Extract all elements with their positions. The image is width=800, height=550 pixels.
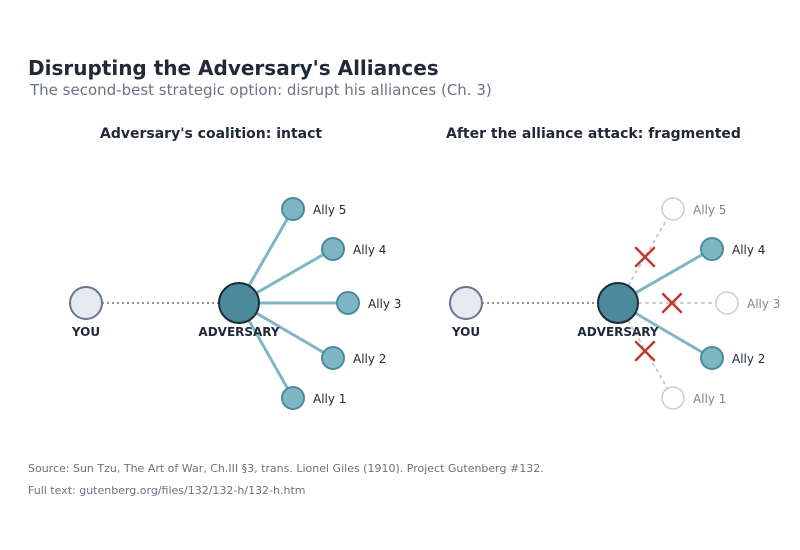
broken-ally-link [617, 302, 674, 399]
panel-title-intact: Adversary's coalition: intact [100, 126, 322, 142]
ally-nodes-intact: Ally 5 Ally 4 Ally 3 Ally 2 Ally 1 [281, 197, 401, 410]
cut-marks [634, 246, 683, 362]
ally-node [281, 197, 305, 221]
ally-label: Ally 5 [313, 203, 346, 217]
ally-label: Ally 1 [313, 392, 346, 406]
source-url: Full text: gutenberg.org/files/132/132-h… [28, 484, 306, 497]
page-subtitle: The second-best strategic option: disrup… [30, 81, 492, 99]
adversary-label: ADVERSARY [198, 325, 279, 339]
you-node [69, 286, 103, 320]
ally-node [321, 346, 345, 370]
ally-label: Ally 2 [353, 352, 386, 366]
you-node [449, 286, 483, 320]
ally-label: Ally 4 [353, 243, 386, 257]
ally-label: Ally 2 [732, 352, 765, 366]
panel-fragmented: After the alliance attack: fragmented YO… [446, 126, 780, 410]
ally-node-detached [661, 197, 685, 221]
ally-node-detached [661, 386, 685, 410]
panel-title-fragmented: After the alliance attack: fragmented [446, 126, 741, 142]
ally-node [336, 291, 360, 315]
broken-ally-link [617, 208, 674, 304]
ally-label: Ally 1 [693, 392, 726, 406]
cut-mark-icon [634, 340, 656, 362]
cut-mark-icon [634, 246, 656, 268]
you-label: YOU [451, 325, 480, 339]
adversary-label: ADVERSARY [577, 325, 658, 339]
ally-node [700, 346, 724, 370]
ally-node [281, 386, 305, 410]
ally-label: Ally 3 [368, 297, 401, 311]
ally-node-detached [715, 291, 739, 315]
you-label: YOU [71, 325, 100, 339]
ally-label: Ally 3 [747, 297, 780, 311]
ally-label: Ally 4 [732, 243, 765, 257]
source-citation: Source: Sun Tzu, The Art of War, Ch.III … [28, 462, 544, 475]
panel-intact: Adversary's coalition: intact YOU ADVERS… [69, 126, 401, 410]
adversary-node [597, 282, 639, 324]
cut-mark-icon [661, 292, 683, 314]
ally-node [321, 237, 345, 261]
ally-nodes-fragmented: Ally 5 Ally 4 Ally 3 Ally 2 Ally 1 [661, 197, 780, 410]
ally-node [700, 237, 724, 261]
page-title: Disrupting the Adversary's Alliances [28, 56, 439, 80]
adversary-node [218, 282, 260, 324]
ally-label: Ally 5 [693, 203, 726, 217]
